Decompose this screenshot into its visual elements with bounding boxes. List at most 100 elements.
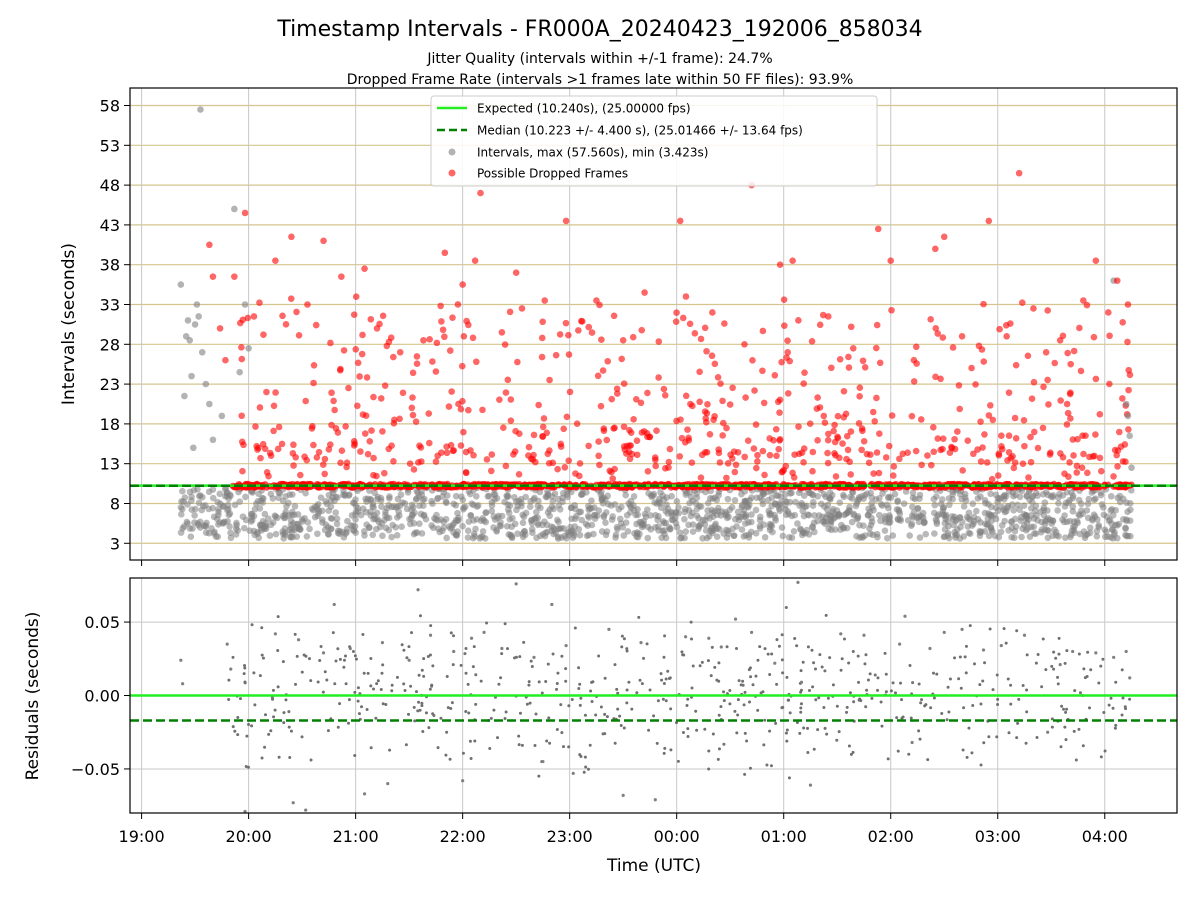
- residual-point: [295, 654, 299, 658]
- dropped-frame-point: [1030, 305, 1037, 312]
- interval-point: [665, 523, 673, 531]
- residual-point: [660, 678, 664, 682]
- dropped-frame-point: [1010, 464, 1018, 472]
- dropped-frame-point: [370, 471, 377, 479]
- interval-point: [1010, 492, 1017, 500]
- residual-point: [700, 660, 704, 664]
- interval-point: [752, 506, 760, 514]
- dropped-frame-point: [691, 330, 699, 337]
- x-tick-label: 03:00: [975, 827, 1021, 846]
- dropped-frame-point: [697, 474, 705, 481]
- dropped-frame-point: [352, 293, 360, 301]
- interval-point: [920, 514, 927, 522]
- interval-point: [374, 495, 381, 503]
- dropped-frame-point: [847, 323, 855, 331]
- interval-point: [327, 515, 335, 522]
- residual-point: [533, 743, 537, 747]
- residual-point: [968, 624, 972, 628]
- residual-point: [681, 653, 685, 657]
- dropped-frame-point: [638, 326, 646, 334]
- dropped-frame-point: [632, 395, 640, 403]
- dropped-frame-point: [500, 424, 507, 431]
- interval-point: [675, 504, 682, 511]
- residual-point: [865, 688, 869, 692]
- dropped-frame-point: [834, 412, 842, 420]
- residual-point: [1064, 710, 1068, 714]
- residual-point: [537, 680, 541, 684]
- dropped-frame-point: [701, 408, 709, 415]
- dropped-frame-point: [821, 419, 829, 426]
- dropped-frame-point: [443, 449, 451, 457]
- residual-point: [1007, 731, 1011, 735]
- interval-point: [224, 506, 231, 514]
- residual-point: [839, 668, 843, 672]
- interval-point: [360, 527, 368, 535]
- interval-point: [630, 493, 638, 500]
- dropped-frame-point: [381, 382, 389, 390]
- dropped-frame-point: [266, 449, 274, 457]
- interval-point: [778, 524, 786, 531]
- residual-point: [271, 697, 275, 701]
- residual-point: [1077, 652, 1081, 656]
- interval-point: [913, 514, 921, 521]
- residual-point: [551, 652, 555, 656]
- residual-point: [664, 677, 668, 681]
- dropped-frame-point: [1114, 463, 1121, 470]
- interval-point: [909, 489, 917, 497]
- residual-point: [947, 710, 951, 714]
- dropped-frame-point: [698, 451, 706, 459]
- residual-point: [464, 671, 468, 675]
- residual-point: [594, 713, 598, 717]
- residual-point: [245, 734, 249, 738]
- dropped-frame-point: [358, 350, 366, 358]
- dropped-frame-point: [532, 458, 539, 466]
- dropped-frame-point: [825, 430, 832, 438]
- interval-point: [1061, 512, 1068, 519]
- residual-point: [703, 727, 707, 731]
- residual-point: [544, 679, 548, 683]
- dropped-frame-point: [1069, 436, 1077, 443]
- residual-point: [529, 659, 533, 663]
- interval-point: [205, 529, 213, 537]
- interval-point: [1010, 507, 1017, 514]
- residual-point: [799, 669, 803, 673]
- dropped-frame-point: [1025, 474, 1032, 481]
- dropped-frame-point: [1073, 462, 1081, 470]
- residual-point: [461, 751, 465, 755]
- dropped-frame-point: [459, 281, 466, 288]
- dropped-frame-point: [356, 373, 363, 380]
- residual-point: [1006, 677, 1010, 681]
- dropped-frame-point: [977, 458, 985, 465]
- dropped-frame-point: [917, 416, 925, 423]
- interval-point: [371, 489, 378, 497]
- interval-point: [744, 502, 751, 510]
- dropped-frame-point: [839, 440, 846, 447]
- interval-point: [550, 530, 557, 538]
- interval-point: [413, 495, 420, 502]
- residual-point: [1056, 675, 1060, 679]
- interval-point: [1040, 511, 1048, 519]
- interval-point: [527, 517, 535, 524]
- residual-point: [685, 704, 689, 708]
- residual-point: [541, 759, 545, 764]
- residual-point: [899, 681, 903, 685]
- residual-point: [1059, 745, 1063, 749]
- interval-point: [1083, 507, 1091, 514]
- interval-point: [1030, 523, 1038, 531]
- residual-point: [1041, 637, 1045, 641]
- interval-point: [831, 526, 839, 533]
- dropped-frame-point: [530, 431, 538, 439]
- residual-point: [353, 690, 357, 694]
- dropped-frame-point: [776, 261, 784, 269]
- residual-point: [1071, 649, 1075, 654]
- residual-point: [247, 723, 251, 727]
- interval-point: [509, 514, 516, 522]
- residual-point: [620, 645, 624, 649]
- interval-point: [452, 492, 460, 500]
- residual-point: [347, 698, 351, 702]
- dropped-frame-point: [954, 428, 961, 435]
- interval-point: [452, 502, 460, 509]
- dropped-frame-point: [986, 402, 994, 409]
- residual-point: [1124, 707, 1128, 711]
- dropped-frame-point: [290, 462, 297, 469]
